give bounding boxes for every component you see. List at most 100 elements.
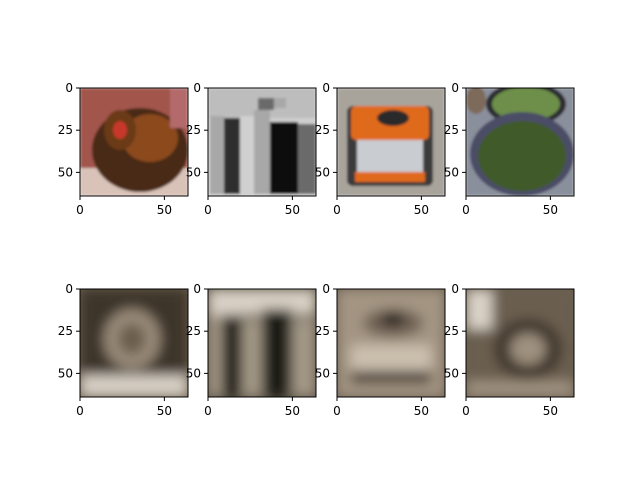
subplot: 0 50 0 25 50 (315, 282, 446, 418)
axes-frame (79, 87, 189, 197)
y-tick-label: 50 (444, 366, 459, 380)
subplot-image (466, 289, 574, 397)
x-tick-label: 0 (333, 404, 341, 418)
y-tick-label: 25 (58, 123, 73, 137)
axes-frame (207, 87, 317, 197)
typewriter-ribbon (377, 110, 409, 126)
subplot-image (337, 289, 445, 397)
blur-region (222, 315, 242, 397)
y-tick-label: 25 (315, 324, 330, 338)
axes-frame (336, 288, 446, 398)
subplot: 0 50 0 25 50 (58, 282, 189, 418)
image-content (80, 88, 188, 196)
y-tick-label: 0 (65, 282, 73, 296)
cabinet (240, 116, 254, 194)
x-tick-label: 50 (157, 404, 172, 418)
y-tick-label: 0 (65, 81, 73, 95)
image-content (337, 88, 445, 196)
y-tick-label: 25 (444, 123, 459, 137)
y-tick-label: 50 (315, 165, 330, 179)
x-tick-label: 0 (204, 404, 212, 418)
blur-region (292, 319, 316, 397)
subplot-image (337, 88, 445, 196)
blur-region (510, 333, 546, 365)
y-tick-label: 25 (186, 324, 201, 338)
x-tick-label: 0 (204, 203, 212, 217)
y-tick-label: 50 (58, 366, 73, 380)
blur-region (262, 309, 292, 397)
blur-region (466, 381, 574, 397)
subplot: 0 50 0 25 50 (315, 81, 446, 217)
typewriter-front (355, 172, 425, 182)
blurred-content (80, 289, 188, 397)
y-tick-label: 25 (444, 324, 459, 338)
y-tick-label: 50 (186, 366, 201, 380)
blur-region (242, 319, 262, 397)
x-tick-label: 0 (333, 203, 341, 217)
axes-frame (465, 87, 575, 197)
typewriter-keys (357, 140, 423, 172)
y-tick-label: 50 (58, 165, 73, 179)
y-tick-label: 0 (322, 81, 330, 95)
subplot-image (208, 88, 316, 196)
subplot-image (466, 88, 574, 196)
x-tick-label: 50 (543, 203, 558, 217)
blur-region (466, 289, 492, 329)
subplot: 0 50 0 25 50 (186, 81, 317, 217)
blur-region (351, 345, 431, 371)
x-tick-label: 50 (414, 404, 429, 418)
blurred-content (208, 289, 316, 397)
y-tick-label: 50 (186, 165, 201, 179)
hen-feathers (122, 114, 178, 162)
blur-region (118, 323, 146, 355)
y-tick-label: 0 (451, 282, 459, 296)
y-tick-label: 25 (58, 324, 73, 338)
image-background-right (170, 88, 188, 128)
blur-region (80, 375, 188, 397)
subplot: 0 50 0 25 50 (58, 81, 189, 217)
cabinet (254, 110, 270, 194)
image-content (208, 88, 316, 196)
subplot: 0 50 0 25 50 (444, 81, 575, 217)
pot-soil (478, 121, 566, 191)
blur-region (351, 371, 431, 383)
y-tick-label: 0 (193, 81, 201, 95)
x-tick-label: 0 (76, 404, 84, 418)
y-tick-label: 25 (186, 123, 201, 137)
x-tick-label: 0 (462, 404, 470, 418)
x-tick-label: 0 (462, 203, 470, 217)
y-tick-label: 25 (315, 123, 330, 137)
x-tick-label: 50 (543, 404, 558, 418)
x-tick-label: 50 (414, 203, 429, 217)
axes-frame (465, 288, 575, 398)
subplot-grid: 0 50 0 25 50 0 50 0 25 50 0 50 0 25 50 0 50 0 25 50 0 50 0 25 50… (58, 81, 575, 418)
y-tick-label: 0 (193, 282, 201, 296)
image-content (466, 88, 574, 196)
x-tick-label: 50 (285, 404, 300, 418)
y-tick-label: 50 (444, 165, 459, 179)
hen-comb (113, 121, 127, 139)
axes-frame (336, 87, 446, 197)
blur-region (381, 312, 405, 326)
subplot: 0 50 0 25 50 (186, 282, 317, 418)
y-tick-label: 50 (315, 366, 330, 380)
blurred-content (337, 289, 445, 397)
blur-region (208, 315, 222, 397)
cabinet (224, 118, 240, 194)
subplot-image (80, 289, 188, 397)
x-tick-label: 50 (285, 203, 300, 217)
subplot: 0 50 0 25 50 (444, 282, 575, 418)
box (274, 98, 286, 108)
subplot-image (208, 289, 316, 397)
box (258, 98, 274, 110)
y-tick-label: 0 (451, 81, 459, 95)
axes-frame (79, 288, 189, 398)
cabinet (270, 122, 298, 194)
pot-soil (492, 88, 560, 121)
blurred-content (466, 289, 574, 397)
y-tick-label: 0 (322, 282, 330, 296)
x-tick-label: 50 (157, 203, 172, 217)
pot-small (466, 88, 486, 114)
axes-frame (207, 288, 317, 398)
